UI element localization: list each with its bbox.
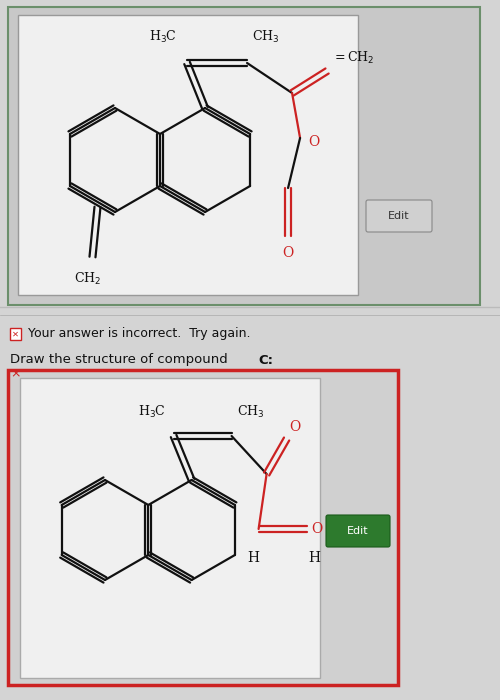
Bar	[8, 7, 480, 305]
Text: ✕: ✕	[12, 330, 19, 339]
Bar	[20, 378, 320, 678]
Text: CH$_2$: CH$_2$	[74, 271, 101, 287]
Text: O: O	[308, 135, 320, 149]
Text: O: O	[312, 522, 323, 536]
FancyBboxPatch shape	[366, 200, 432, 232]
Text: CH$_3$: CH$_3$	[236, 404, 264, 420]
Text: Draw the structure of compound: Draw the structure of compound	[10, 354, 232, 367]
Text: H$_3$C: H$_3$C	[150, 29, 177, 45]
Text: Edit: Edit	[347, 526, 369, 536]
Bar	[18, 15, 358, 295]
Bar	[10, 328, 21, 340]
Text: Your answer is incorrect.  Try again.: Your answer is incorrect. Try again.	[28, 328, 250, 340]
Text: H: H	[308, 551, 320, 565]
Bar	[8, 370, 398, 685]
Text: CH$_3$: CH$_3$	[252, 29, 280, 45]
FancyBboxPatch shape	[326, 515, 390, 547]
Text: ×: ×	[10, 367, 20, 380]
Text: O: O	[290, 420, 301, 434]
Text: H: H	[248, 551, 260, 565]
Text: C:: C:	[258, 354, 273, 367]
Text: O: O	[282, 246, 294, 260]
Text: H$_3$C: H$_3$C	[138, 404, 166, 420]
Text: Edit: Edit	[388, 211, 410, 221]
Text: $=$CH$_2$: $=$CH$_2$	[332, 50, 374, 66]
